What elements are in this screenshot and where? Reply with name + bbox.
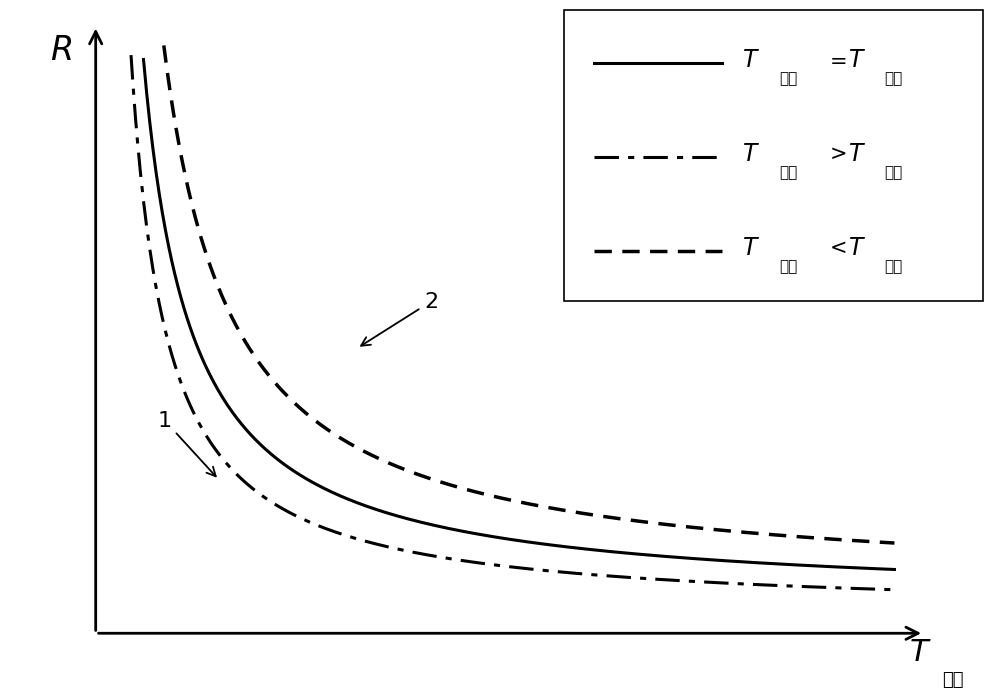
Text: $T$: $T$ <box>848 48 866 72</box>
Text: $<$: $<$ <box>825 238 847 258</box>
Text: $T$: $T$ <box>848 142 866 166</box>
Text: 1: 1 <box>158 411 216 476</box>
Text: $T$: $T$ <box>742 142 760 166</box>
Text: $T$: $T$ <box>742 48 760 72</box>
Text: 内部: 内部 <box>779 165 797 181</box>
Text: $T$: $T$ <box>848 236 866 260</box>
Text: 内部: 内部 <box>779 259 797 274</box>
Text: $=$: $=$ <box>825 50 847 70</box>
Text: 2: 2 <box>361 291 438 346</box>
Text: $T$: $T$ <box>742 236 760 260</box>
Text: 内部: 内部 <box>779 72 797 87</box>
Text: 表面: 表面 <box>885 165 903 181</box>
Text: 表面: 表面 <box>885 72 903 87</box>
Text: 表面: 表面 <box>885 259 903 274</box>
Text: 表面: 表面 <box>942 671 963 689</box>
FancyBboxPatch shape <box>564 10 983 301</box>
Text: $R$: $R$ <box>50 34 72 68</box>
Text: $>$: $>$ <box>825 144 847 164</box>
Text: $T$: $T$ <box>909 637 932 666</box>
